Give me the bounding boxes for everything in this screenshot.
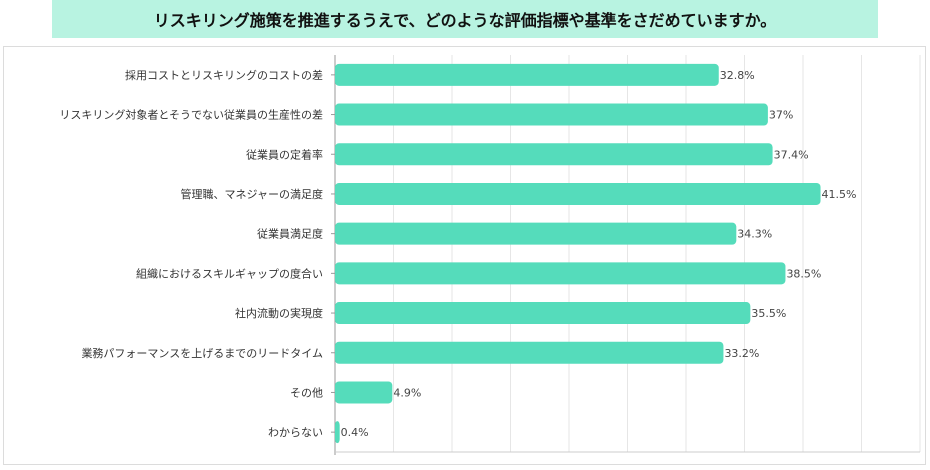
category-label: 採用コストとリスキリングのコストの差 <box>125 68 323 82</box>
bar <box>335 103 768 126</box>
bar <box>335 262 786 285</box>
chart-frame <box>3 46 926 465</box>
value-label: 32.8% <box>720 69 755 82</box>
bar <box>335 381 393 404</box>
bar <box>335 341 724 364</box>
chart-title-band: リスキリング施策を推進するうえで、どのような評価指標や基準をさだめていますか。 <box>52 0 878 38</box>
category-label: わからない <box>268 426 323 439</box>
bar <box>335 421 340 444</box>
value-label: 33.2% <box>724 347 759 360</box>
value-label: 37.4% <box>774 148 809 161</box>
value-label: 41.5% <box>822 188 857 201</box>
bar <box>335 63 719 86</box>
bar <box>335 143 773 166</box>
category-label: 社内流動の実現度 <box>235 306 323 320</box>
category-label: その他 <box>290 386 323 399</box>
value-label: 38.5% <box>786 267 821 280</box>
value-label: 37% <box>769 109 793 122</box>
bar <box>335 302 751 325</box>
category-label: 業務パフォーマンスを上げるまでのリードタイム <box>81 346 323 360</box>
category-label: リスキリング対象者とそうでない従業員の生産性の差 <box>59 108 323 122</box>
value-label: 34.3% <box>737 228 772 241</box>
category-label: 従業員の定着率 <box>246 147 323 161</box>
value-label: 35.5% <box>751 307 786 320</box>
category-label: 従業員満足度 <box>257 227 323 241</box>
category-label: 管理職、マネジャーの満足度 <box>181 187 323 201</box>
category-label: 組織におけるスキルギャップの度合い <box>136 266 323 280</box>
bar <box>335 222 737 245</box>
chart-title: リスキリング施策を推進するうえで、どのような評価指標や基準をさだめていますか。 <box>153 11 777 30</box>
bar <box>335 182 821 205</box>
value-label: 0.4% <box>341 426 369 439</box>
value-label: 4.9% <box>393 386 421 399</box>
